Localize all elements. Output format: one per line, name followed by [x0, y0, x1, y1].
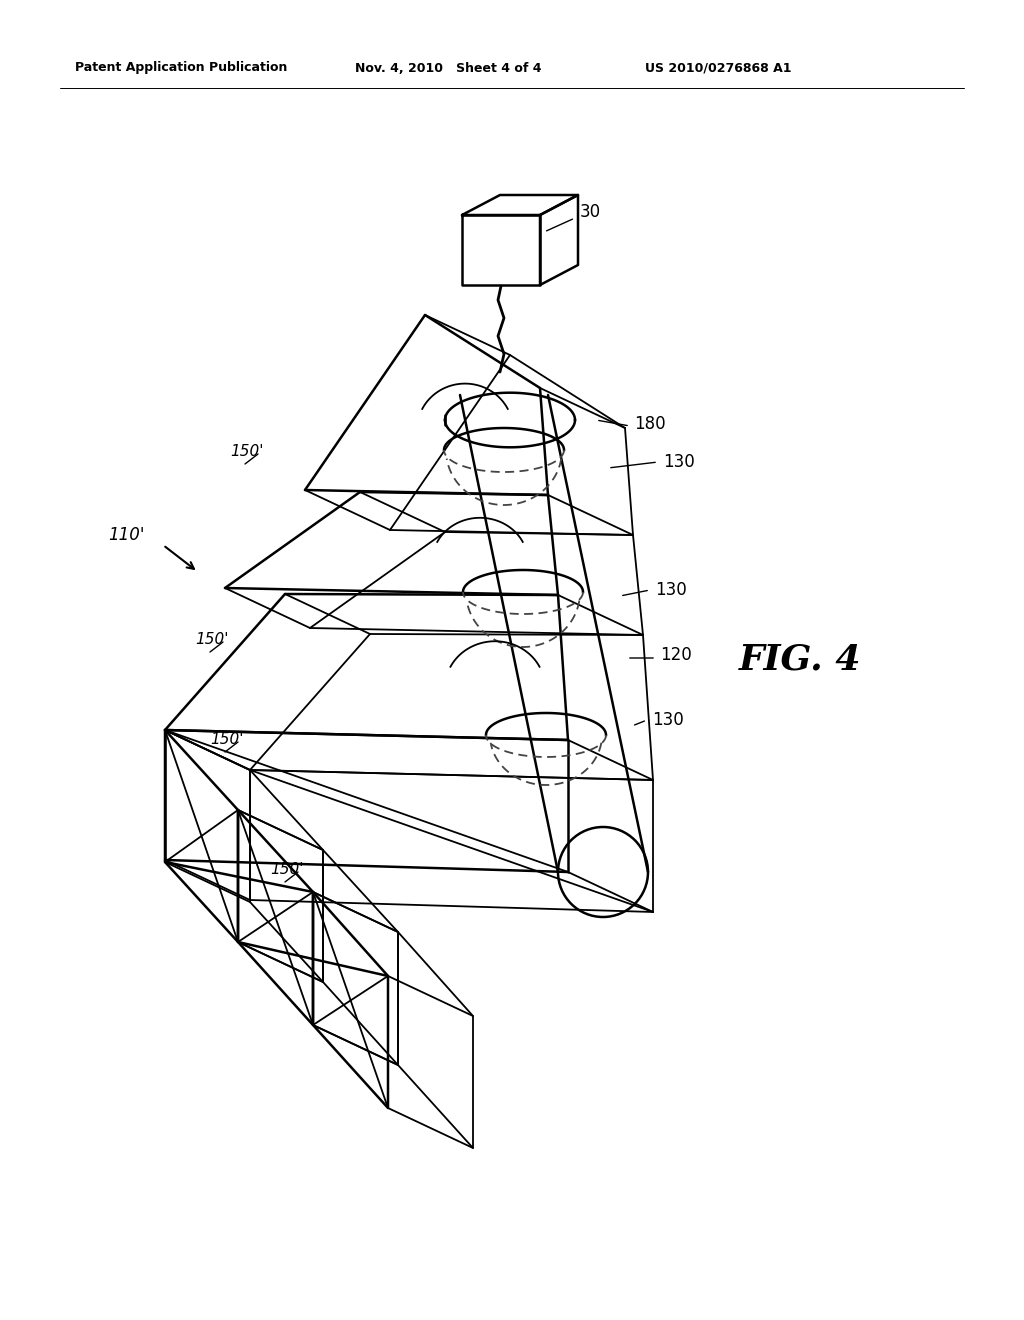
- Text: 180: 180: [634, 414, 666, 433]
- Text: 130: 130: [655, 581, 687, 599]
- Text: 110': 110': [108, 525, 144, 544]
- Text: 150': 150': [230, 445, 263, 459]
- Text: 130: 130: [663, 453, 694, 471]
- Text: 120: 120: [660, 645, 692, 664]
- Text: Nov. 4, 2010   Sheet 4 of 4: Nov. 4, 2010 Sheet 4 of 4: [355, 62, 542, 74]
- Text: 30: 30: [580, 203, 601, 220]
- Text: Patent Application Publication: Patent Application Publication: [75, 62, 288, 74]
- Text: 130: 130: [652, 711, 684, 729]
- Text: FIG. 4: FIG. 4: [738, 643, 861, 677]
- Text: 150': 150': [270, 862, 303, 878]
- Text: 150': 150': [210, 733, 244, 747]
- Text: 150': 150': [195, 632, 228, 648]
- Text: US 2010/0276868 A1: US 2010/0276868 A1: [645, 62, 792, 74]
